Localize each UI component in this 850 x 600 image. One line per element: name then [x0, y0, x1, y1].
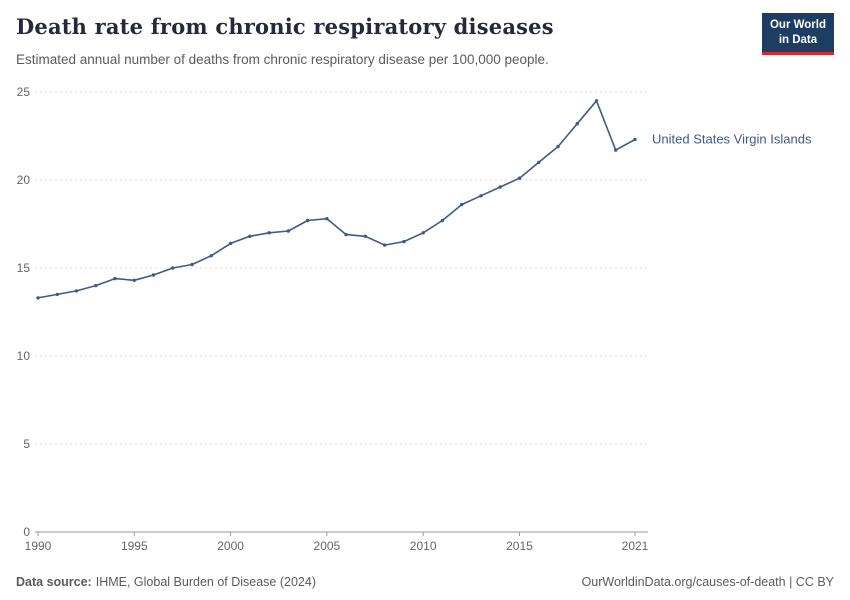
series-line[interactable]	[37, 99, 636, 299]
y-tick-label: 25	[17, 85, 31, 99]
data-point[interactable]	[614, 148, 618, 152]
data-point[interactable]	[325, 217, 329, 221]
y-tick-label: 0	[23, 525, 30, 539]
data-point[interactable]	[151, 273, 156, 277]
data-point[interactable]	[402, 239, 406, 244]
data-point[interactable]	[305, 218, 310, 223]
data-point[interactable]	[74, 289, 79, 293]
data-point[interactable]	[363, 234, 368, 238]
owid-logo[interactable]: Our World in Data	[761, 13, 834, 55]
data-point[interactable]	[479, 194, 483, 198]
x-tick-label: 2010	[410, 539, 437, 553]
line-chart-canvas[interactable]: 0 5 10 15 20 25 1990 1995 2000 2005 2010 2015 2021 Un…	[0, 78, 850, 560]
owid-logo-line2: in Data	[778, 33, 818, 46]
y-tick-label: 10	[17, 349, 31, 363]
x-tick-label: 1990	[25, 539, 52, 553]
data-point[interactable]	[113, 276, 117, 281]
x-tick-label: 2000	[217, 539, 244, 553]
owid-credit-link[interactable]: OurWorldinData.org/causes-of-death | CC …	[581, 575, 834, 589]
data-point[interactable]	[344, 232, 348, 237]
x-tick-label: 1995	[121, 539, 148, 553]
x-tick-label: 2005	[314, 539, 341, 553]
data-point[interactable]	[171, 266, 175, 270]
x-tick-label: 2021	[622, 539, 649, 553]
data-point[interactable]	[55, 292, 59, 297]
data-point[interactable]	[36, 296, 40, 300]
chart-footer: Data source: IHME, Global Burden of Disea…	[16, 575, 834, 589]
y-tick-label: 20	[17, 173, 31, 187]
data-point[interactable]	[460, 202, 464, 207]
data-point[interactable]	[209, 254, 213, 258]
data-point[interactable]	[94, 283, 98, 288]
x-tick-label: 2015	[506, 539, 533, 553]
chart-title: Death rate from chronic respiratory dise…	[16, 14, 554, 39]
y-tick-label: 15	[17, 261, 31, 275]
data-source-text[interactable]: IHME, Global Burden of Disease (2024)	[95, 575, 316, 589]
data-point[interactable]	[633, 137, 637, 142]
data-point[interactable]	[517, 176, 522, 180]
data-point[interactable]	[421, 231, 425, 235]
data-point[interactable]	[498, 185, 502, 189]
data-source-label: Data source:	[16, 575, 92, 589]
data-point[interactable]	[267, 231, 271, 235]
data-point[interactable]	[132, 278, 136, 282]
chart-subtitle: Estimated annual number of deaths from c…	[16, 52, 549, 67]
data-point[interactable]	[286, 229, 291, 233]
data-point[interactable]	[575, 122, 579, 126]
data-point[interactable]	[228, 241, 233, 246]
data-point[interactable]	[382, 243, 387, 247]
data-point[interactable]	[556, 144, 560, 149]
data-point[interactable]	[190, 262, 194, 267]
data-point[interactable]	[537, 160, 541, 165]
series-entity-label[interactable]: United States Virgin Islands	[652, 132, 812, 147]
data-point[interactable]	[594, 99, 599, 103]
owid-logo-line1: Our World	[769, 19, 826, 31]
data-point[interactable]	[440, 218, 445, 223]
y-tick-label: 5	[23, 437, 30, 451]
data-source[interactable]: Data source: IHME, Global Burden of Disea…	[16, 575, 316, 589]
data-point[interactable]	[248, 234, 252, 238]
